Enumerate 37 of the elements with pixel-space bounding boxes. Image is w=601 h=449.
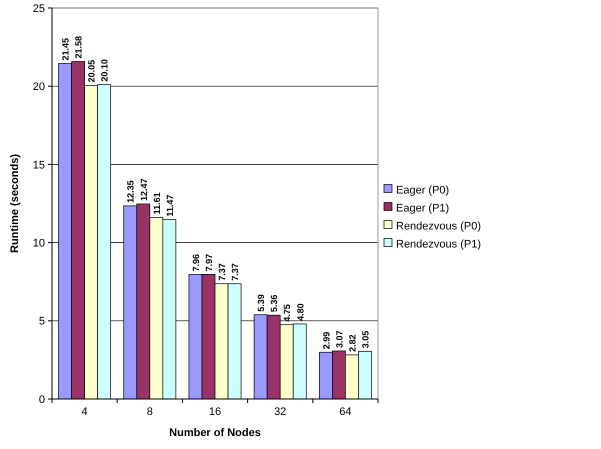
- text: 21.58: [74, 36, 84, 58]
- legend-label: Rendezvous (P1): [396, 238, 481, 250]
- y-tick-label: 10: [32, 237, 45, 250]
- x-tick-label: 16: [208, 406, 222, 418]
- text: 20.05: [86, 60, 97, 82]
- text: 20.10: [100, 59, 110, 82]
- text: 7.96: [190, 254, 201, 272]
- text: 5.36: [269, 294, 280, 312]
- x-tick-label: 8: [146, 406, 153, 418]
- text: 2.82: [347, 334, 358, 352]
- x-tick-label: 64: [339, 406, 352, 418]
- text: 12.47: [138, 178, 149, 201]
- text: 7.37: [217, 263, 228, 281]
- text: 12.35: [126, 180, 136, 203]
- legend-label: Eager (P0): [396, 184, 450, 196]
- legend-label: Eager (P1): [396, 202, 450, 214]
- text: 7.97: [204, 254, 214, 272]
- x-tick-label: 32: [274, 406, 286, 418]
- y-axis-title: Runtime (seconds): [9, 154, 21, 254]
- text: 4.75: [282, 304, 292, 322]
- text: 3.05: [360, 330, 370, 348]
- text: 2.99: [321, 332, 332, 350]
- text: 4.80: [295, 303, 306, 321]
- text: 5.39: [256, 294, 266, 312]
- y-tick-label: 0: [38, 394, 45, 406]
- y-tick-label: 15: [32, 159, 45, 172]
- text: 7.37: [230, 263, 240, 281]
- y-tick-label: 20: [32, 81, 45, 94]
- text: 21.45: [60, 38, 71, 61]
- legend-label: Rendezvous (P0): [396, 220, 481, 232]
- text: 3.07: [334, 330, 344, 348]
- text: 11.47: [164, 194, 175, 217]
- x-tick-label: 4: [82, 406, 88, 418]
- y-tick-label: 25: [32, 2, 45, 15]
- y-tick-label: 5: [38, 316, 45, 328]
- x-axis-title: Number of Nodes: [169, 427, 261, 439]
- text: 11.61: [152, 192, 162, 214]
